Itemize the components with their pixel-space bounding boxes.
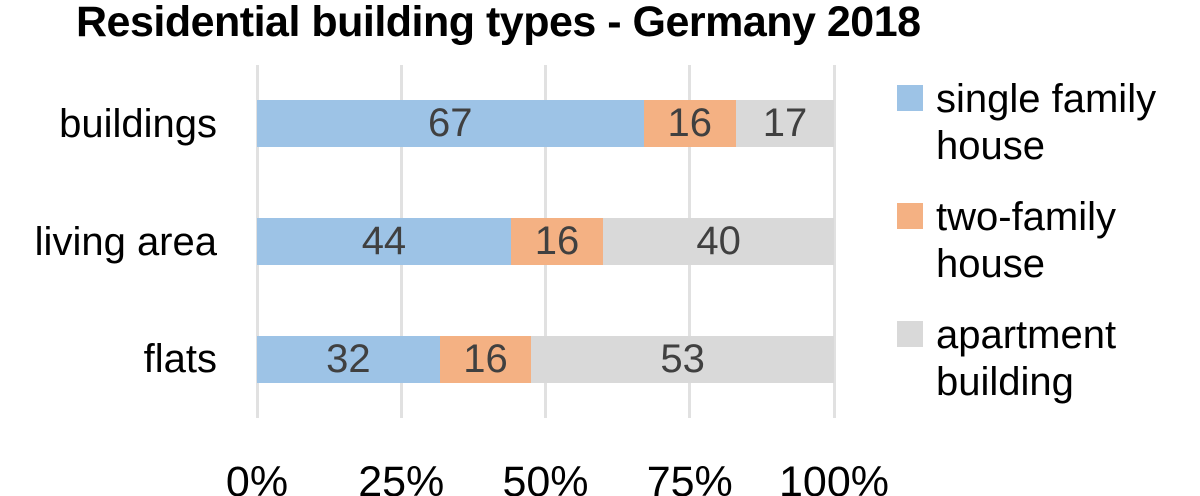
legend-item: two-family house [897, 194, 1200, 288]
bar-segment: 67 [257, 100, 644, 148]
category-label: flats [143, 337, 217, 382]
bar-value-label: 16 [463, 336, 508, 381]
bar-segment: 16 [510, 218, 604, 265]
legend-label: two-family house [936, 195, 1117, 286]
bar-value-label: 53 [660, 336, 705, 381]
bar-segment: 40 [603, 218, 834, 265]
bar-value-label: 17 [762, 101, 808, 146]
bar-value-label: 40 [696, 219, 741, 263]
legend-label: apartment building [936, 312, 1117, 404]
category-label: buildings [59, 101, 217, 146]
bar-value-label: 16 [534, 219, 580, 263]
legend-item: single family house [897, 76, 1200, 170]
bar-value-label: 67 [428, 101, 473, 146]
x-axis-tick-label: 100% [779, 458, 889, 496]
legend-swatch-icon [897, 85, 923, 112]
x-axis-tick-label: 75% [646, 458, 733, 496]
bar-value-label: 16 [667, 101, 713, 146]
bar-segment: 16 [643, 100, 736, 148]
bar-value-label: 44 [361, 219, 407, 263]
category-label: living area [34, 219, 217, 264]
bar-segment: 17 [735, 100, 834, 148]
bar-segment: 44 [257, 218, 511, 265]
legend-swatch-icon [897, 320, 923, 347]
x-axis-tick-label: 50% [502, 458, 589, 496]
bar-segment: 16 [439, 335, 532, 383]
bar-row: 32 16 53 [257, 335, 834, 383]
bar-row: 44 16 40 [257, 218, 834, 265]
bar-value-label: 32 [326, 336, 371, 381]
gridline [832, 65, 836, 418]
bar-segment: 32 [257, 335, 440, 383]
legend-swatch-icon [897, 203, 923, 229]
chart-title: Residential building types - Germany 201… [76, 0, 921, 46]
x-axis-tick-label: 25% [358, 458, 445, 496]
legend-item: apartment building [897, 312, 1200, 406]
plot-area: 67 16 17 44 16 40 32 16 53 [255, 65, 836, 418]
bar-segment: 53 [531, 335, 834, 383]
legend-label: single family house [936, 77, 1157, 169]
bar-row: 67 16 17 [257, 100, 834, 148]
x-axis-tick-label: 0% [225, 458, 289, 496]
